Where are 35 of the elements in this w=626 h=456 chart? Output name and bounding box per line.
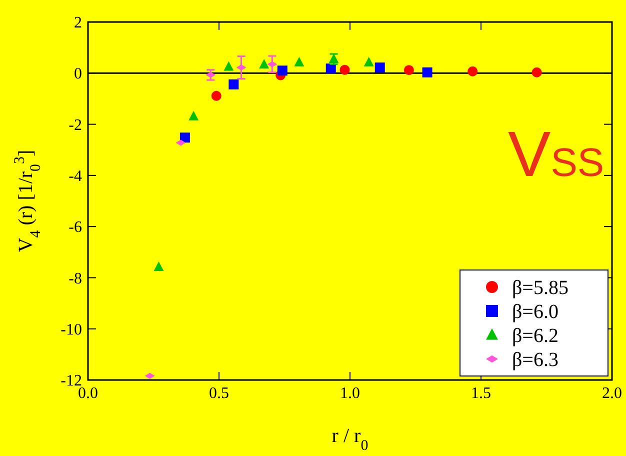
point [277, 66, 288, 76]
x-tick-label: 1.0 [340, 385, 360, 402]
point [224, 61, 234, 71]
y-tick-label: -10 [60, 321, 82, 338]
x-axis-title: r / r$_{0}$ [332, 425, 368, 454]
point [532, 67, 542, 78]
y-tick-label: -8 [68, 270, 82, 288]
y-tick-label: 0 [74, 66, 82, 83]
point [188, 110, 199, 120]
point [211, 90, 222, 101]
point [228, 79, 239, 90]
x-tick-label: 0.0 [78, 385, 98, 402]
point [326, 64, 336, 74]
legend-label: β=6.3 [512, 349, 558, 371]
x-tick-label: 0.5 [209, 385, 229, 402]
annotation: VSS [508, 118, 604, 190]
y-tick-label: -2 [68, 116, 82, 134]
point [468, 66, 478, 76]
point [180, 132, 190, 143]
point [154, 261, 164, 271]
point [259, 58, 270, 68]
point [294, 56, 304, 66]
point [364, 56, 374, 66]
point [404, 65, 414, 76]
x-tick-label: 2.0 [602, 385, 622, 402]
point [340, 64, 350, 75]
legend-label: β=6.2 [512, 325, 558, 347]
y-tick-label: -6 [68, 219, 82, 236]
point [374, 62, 385, 73]
point [422, 67, 432, 78]
legend-label: β=5.85 [512, 277, 568, 299]
legend-label: β=6.0 [512, 301, 558, 323]
y-tick-label: 2 [74, 14, 82, 32]
x-tick-label: 1.5 [471, 385, 491, 402]
y-tick-label: -4 [68, 168, 82, 186]
